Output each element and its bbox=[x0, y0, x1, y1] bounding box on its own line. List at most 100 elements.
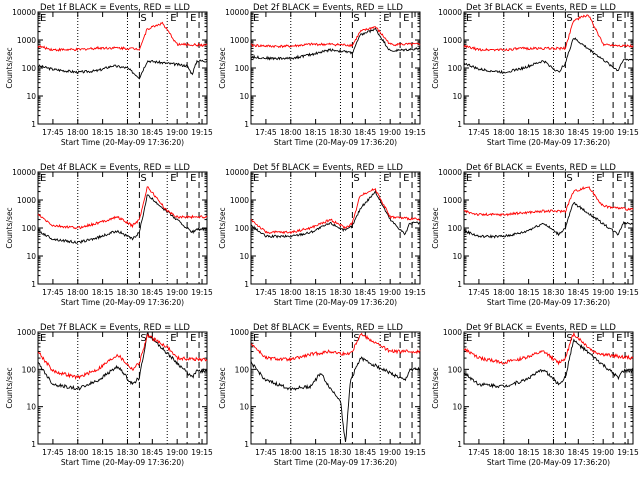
x-tick-label: 18:00 bbox=[493, 448, 515, 457]
x-axis-label: Start Time (20-May-09 17:36:20) bbox=[61, 298, 184, 307]
lld-series-line bbox=[37, 333, 208, 381]
event-marker: E bbox=[466, 13, 472, 24]
x-tick-label: 19:00 bbox=[592, 128, 614, 137]
y-tick-label: 100 bbox=[448, 64, 463, 73]
chart-title: Det 5f BLACK = Events, RED = LLD bbox=[253, 163, 403, 173]
chart-title: Det 2f BLACK = Events, RED = LLD bbox=[253, 3, 403, 13]
chart-panel-7: Det 7f BLACK = Events, RED = LLD 1 10 100 10… bbox=[5, 323, 213, 467]
x-tick-label: 18:45 bbox=[142, 128, 164, 137]
x-tick-label: 18:30 bbox=[543, 448, 565, 457]
y-tick-label: 1 bbox=[457, 280, 462, 289]
x-tick-label: 18:15 bbox=[92, 128, 114, 137]
y-tick-label: 10 bbox=[239, 403, 249, 412]
plot-frame bbox=[37, 11, 208, 125]
x-tick-label: 19:15 bbox=[404, 288, 426, 297]
events-series-line bbox=[463, 201, 634, 239]
x-tick-label: 18:30 bbox=[330, 128, 352, 137]
y-tick-label: 1 bbox=[457, 120, 462, 129]
chart-panel-8: Det 8f BLACK = Events, RED = LLD 1 10 100 10… bbox=[218, 323, 426, 467]
x-tick-label: 17:45 bbox=[468, 288, 490, 297]
x-tick-label: 18:45 bbox=[142, 288, 164, 297]
x-tick-label: 19:15 bbox=[404, 448, 426, 457]
x-tick-label: 18:15 bbox=[518, 288, 540, 297]
y-tick-label: 1000 bbox=[17, 36, 36, 45]
event-marker: E bbox=[403, 173, 409, 184]
x-tick-label: 19:15 bbox=[617, 128, 639, 137]
x-tick-label: 19:00 bbox=[379, 128, 401, 137]
event-marker: E bbox=[383, 13, 389, 24]
x-axis-label: Start Time (20-May-09 17:36:20) bbox=[487, 458, 610, 467]
x-tick-label: 18:00 bbox=[67, 448, 89, 457]
plot-frame bbox=[37, 331, 208, 445]
event-marker: E bbox=[466, 173, 472, 184]
event-marker: E bbox=[40, 13, 46, 24]
lld-series-line bbox=[250, 332, 421, 362]
x-tick-label: 18:15 bbox=[305, 128, 327, 137]
y-axis-label: Counts/sec bbox=[5, 207, 14, 248]
y-axis-label: Counts/sec bbox=[5, 367, 14, 408]
event-marker: E bbox=[596, 173, 602, 184]
y-tick-label: 10 bbox=[452, 92, 462, 101]
x-tick-label: 18:00 bbox=[67, 128, 89, 137]
x-tick-label: 18:45 bbox=[142, 448, 164, 457]
x-tick-label: 18:45 bbox=[568, 128, 590, 137]
event-marker: E bbox=[170, 173, 176, 184]
y-tick-label: 100 bbox=[22, 365, 37, 374]
y-axis-label: Counts/sec bbox=[218, 207, 227, 248]
y-tick-label: 100 bbox=[235, 224, 250, 233]
x-tick-label: 17:45 bbox=[255, 128, 277, 137]
x-tick-label: 18:15 bbox=[305, 448, 327, 457]
event-marker: S bbox=[353, 13, 359, 24]
y-tick-label: 1000 bbox=[230, 328, 249, 337]
y-tick-label: 1 bbox=[31, 280, 36, 289]
lld-series-line bbox=[463, 14, 634, 52]
y-axis-label: Counts/sec bbox=[218, 47, 227, 88]
lld-series-line bbox=[37, 21, 208, 52]
event-marker: E bbox=[40, 173, 46, 184]
y-tick-label: 10 bbox=[452, 252, 462, 261]
lld-series-line bbox=[463, 186, 634, 217]
event-marker: E bbox=[170, 333, 176, 344]
x-tick-label: 19:00 bbox=[379, 448, 401, 457]
event-marker: E bbox=[596, 13, 602, 24]
x-tick-label: 18:30 bbox=[543, 288, 565, 297]
events-series-line bbox=[37, 194, 208, 244]
y-tick-label: 1000 bbox=[17, 328, 36, 337]
y-axis-label: Counts/sec bbox=[431, 47, 440, 88]
event-marker: S bbox=[566, 13, 572, 24]
x-axis-label: Start Time (20-May-09 17:36:20) bbox=[274, 138, 397, 147]
lld-series-line bbox=[250, 187, 421, 235]
x-axis-label: Start Time (20-May-09 17:36:20) bbox=[274, 458, 397, 467]
event-marker: E bbox=[190, 333, 196, 344]
x-tick-label: 19:00 bbox=[166, 288, 188, 297]
chart-title: Det 9f BLACK = Events, RED = LLD bbox=[466, 323, 616, 333]
chart-panel-9: Det 9f BLACK = Events, RED = LLD 1 10 100 10… bbox=[431, 323, 639, 467]
x-tick-label: 18:15 bbox=[305, 288, 327, 297]
x-tick-label: 17:45 bbox=[255, 448, 277, 457]
y-tick-label: 1000 bbox=[230, 36, 249, 45]
events-series-line bbox=[250, 27, 421, 61]
y-tick-label: 100 bbox=[235, 365, 250, 374]
x-tick-label: 19:15 bbox=[404, 128, 426, 137]
y-tick-label: 1 bbox=[457, 440, 462, 449]
y-tick-label: 1 bbox=[244, 120, 249, 129]
y-tick-label: 1000 bbox=[443, 328, 462, 337]
event-marker: S bbox=[140, 173, 146, 184]
x-tick-label: 18:15 bbox=[518, 128, 540, 137]
events-series-line bbox=[463, 338, 634, 389]
x-tick-label: 17:45 bbox=[255, 288, 277, 297]
event-marker: E bbox=[170, 13, 176, 24]
x-tick-label: 18:30 bbox=[330, 448, 352, 457]
y-tick-label: 10 bbox=[239, 92, 249, 101]
x-tick-label: 19:00 bbox=[592, 288, 614, 297]
x-tick-label: 18:00 bbox=[280, 288, 302, 297]
chart-title: Det 4f BLACK = Events, RED = LLD bbox=[40, 163, 190, 173]
event-marker: S bbox=[353, 173, 359, 184]
x-tick-label: 18:45 bbox=[568, 448, 590, 457]
y-tick-label: 1000 bbox=[443, 36, 462, 45]
event-marker: E bbox=[383, 173, 389, 184]
chart-panel-6: Det 6f BLACK = Events, RED = LLD 1 10 100 10… bbox=[431, 163, 639, 307]
lld-series-line bbox=[463, 331, 634, 366]
event-marker: E bbox=[253, 13, 259, 24]
